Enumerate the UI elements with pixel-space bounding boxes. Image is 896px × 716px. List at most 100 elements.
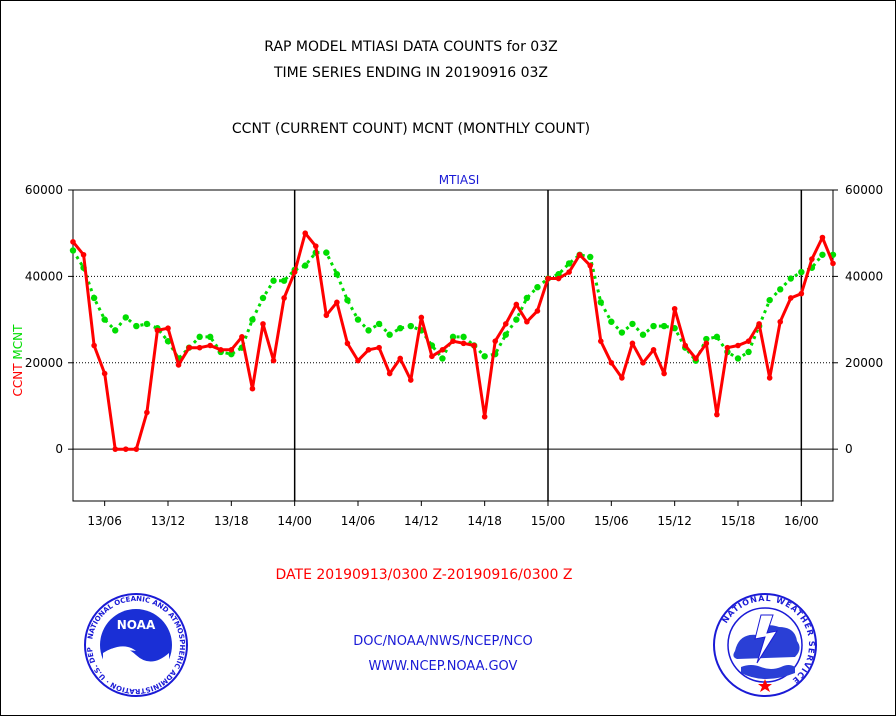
- data-point-mcnt: [650, 322, 657, 330]
- data-point-mcnt: [713, 333, 721, 341]
- data-point-ccnt: [249, 385, 256, 392]
- data-point-mcnt: [386, 331, 393, 338]
- data-point-ccnt: [534, 308, 541, 314]
- data-point-mcnt: [639, 331, 647, 338]
- data-point-mcnt: [734, 355, 742, 362]
- data-point-ccnt: [217, 347, 224, 353]
- x-tick-label: 14/12: [404, 514, 439, 528]
- data-point-mcnt: [629, 320, 636, 328]
- data-point-mcnt: [259, 294, 267, 302]
- data-point-mcnt: [122, 314, 129, 321]
- data-point-mcnt: [565, 260, 573, 267]
- data-point-ccnt: [619, 375, 625, 381]
- data-point-ccnt: [144, 409, 150, 416]
- data-point-ccnt: [450, 338, 456, 344]
- data-point-ccnt: [545, 275, 551, 282]
- data-point-ccnt: [175, 362, 182, 368]
- chart-title-line2: TIME SERIES ENDING IN 20190916 03Z: [274, 65, 548, 81]
- data-point-ccnt: [154, 327, 161, 334]
- data-point-mcnt: [502, 331, 509, 338]
- data-point-mcnt: [112, 327, 119, 334]
- data-point-ccnt: [91, 342, 97, 349]
- data-point-ccnt: [397, 355, 404, 362]
- data-point-ccnt: [418, 314, 425, 321]
- data-point-ccnt: [671, 305, 678, 312]
- data-point-ccnt: [281, 295, 287, 301]
- y-tick-label-left: 0: [55, 442, 63, 456]
- data-point-ccnt: [302, 230, 309, 236]
- data-point-ccnt: [597, 338, 604, 344]
- data-point-mcnt: [397, 325, 404, 332]
- data-point-ccnt: [291, 269, 298, 275]
- data-point-ccnt: [502, 321, 509, 327]
- data-point-mcnt: [819, 251, 826, 258]
- data-point-mcnt: [745, 348, 752, 356]
- data-point-ccnt: [334, 299, 340, 306]
- website-link[interactable]: WWW.NCEP.NOAA.GOV: [368, 659, 518, 674]
- data-point-mcnt: [344, 296, 351, 304]
- data-point-ccnt: [207, 342, 214, 349]
- y-axis-label: CCNT MCNT: [11, 324, 25, 397]
- data-point-ccnt: [133, 446, 140, 452]
- data-point-mcnt: [270, 277, 277, 284]
- data-point-ccnt: [692, 355, 699, 362]
- data-point-ccnt: [239, 334, 245, 340]
- date-range-label: DATE 20190913/0300 Z-20190916/0300 Z: [275, 567, 573, 583]
- data-point-ccnt: [122, 446, 129, 452]
- data-point-ccnt: [787, 295, 794, 301]
- data-point-ccnt: [439, 347, 446, 353]
- data-point-ccnt: [481, 413, 488, 420]
- data-point-ccnt: [629, 340, 636, 347]
- x-tick-label: 14/00: [277, 514, 312, 528]
- data-point-ccnt: [682, 342, 689, 349]
- data-point-ccnt: [830, 260, 836, 267]
- data-point-ccnt: [376, 344, 382, 351]
- data-point-ccnt: [745, 338, 752, 344]
- data-point-mcnt: [196, 333, 203, 341]
- data-point-ccnt: [587, 262, 594, 269]
- data-point-mcnt: [69, 247, 77, 254]
- data-point-mcnt: [534, 283, 541, 291]
- series-line-mcnt: [71, 249, 833, 363]
- noaa-logo-text: NOAA: [117, 618, 156, 632]
- data-point-mcnt: [513, 316, 520, 323]
- data-point-ccnt: [714, 411, 720, 418]
- data-point-mcnt: [618, 329, 626, 336]
- x-tick-label: 15/12: [657, 514, 692, 528]
- data-point-ccnt: [80, 251, 87, 258]
- y-axis-label-mcnt: MCNT: [11, 324, 25, 364]
- data-point-mcnt: [407, 322, 414, 330]
- data-point-mcnt: [703, 335, 710, 343]
- data-point-ccnt: [228, 347, 235, 353]
- data-point-mcnt: [228, 350, 235, 358]
- data-point-mcnt: [798, 268, 805, 276]
- plot-title: MTIASI: [439, 173, 480, 187]
- data-point-ccnt: [576, 251, 583, 258]
- org-path-text: DOC/NOAA/NWS/NCEP/NCO: [353, 634, 533, 649]
- data-point-ccnt: [186, 344, 192, 351]
- data-point-ccnt: [608, 359, 615, 366]
- data-point-mcnt: [133, 322, 140, 330]
- data-point-ccnt: [344, 340, 351, 347]
- data-point-mcnt: [460, 333, 467, 341]
- data-point-mcnt: [375, 320, 383, 328]
- data-point-ccnt: [756, 321, 762, 327]
- data-point-ccnt: [513, 301, 520, 308]
- data-point-ccnt: [355, 357, 361, 364]
- data-point-ccnt: [70, 239, 76, 245]
- data-point-ccnt: [724, 344, 731, 351]
- y-tick-label-right: 40000: [845, 269, 883, 283]
- data-point-mcnt: [365, 327, 372, 334]
- data-point-mcnt: [787, 275, 794, 282]
- data-point-mcnt: [101, 316, 108, 323]
- data-point-mcnt: [280, 277, 288, 284]
- data-point-ccnt: [735, 342, 741, 349]
- x-tick-label: 13/18: [214, 514, 249, 528]
- data-point-mcnt: [777, 286, 784, 293]
- data-point-mcnt: [354, 316, 362, 323]
- x-tick-label: 16/00: [784, 514, 819, 528]
- data-point-ccnt: [492, 338, 499, 344]
- data-point-mcnt: [439, 355, 446, 362]
- data-point-ccnt: [524, 318, 530, 325]
- data-point-mcnt: [323, 249, 330, 256]
